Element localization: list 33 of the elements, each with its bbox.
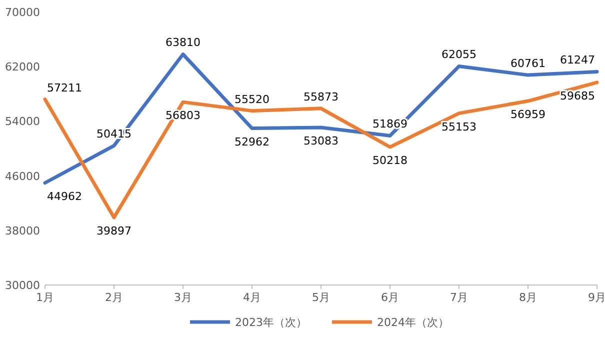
data-label: 44962 xyxy=(47,190,82,203)
legend-label: 2023年（次） xyxy=(235,316,307,329)
x-tick-label: 1月 xyxy=(36,291,54,304)
y-tick-label: 70000 xyxy=(5,6,40,19)
data-label: 63810 xyxy=(166,36,200,50)
x-tick-label: 5月 xyxy=(312,291,330,304)
data-label: 52962 xyxy=(234,135,270,148)
data-label: 57211 xyxy=(47,81,82,94)
data-label: 53083 xyxy=(304,134,338,148)
data-label: 61247 xyxy=(560,54,595,67)
legend-label: 2024年（次） xyxy=(377,316,449,329)
y-tick-label: 54000 xyxy=(5,115,40,128)
x-tick-label: 4月 xyxy=(243,291,261,304)
data-label: 50218 xyxy=(372,154,408,168)
data-label: 59685 xyxy=(560,89,595,102)
x-tick-label: 2月 xyxy=(105,291,123,304)
data-label: 62055 xyxy=(442,48,476,62)
x-tick-label: 3月 xyxy=(174,291,192,304)
y-tick-label: 38000 xyxy=(5,224,40,238)
data-label: 55520 xyxy=(234,92,270,106)
x-tick-label: 8月 xyxy=(519,291,537,304)
line-series xyxy=(43,80,599,220)
data-label: 39897 xyxy=(96,224,132,238)
data-label: 55873 xyxy=(304,90,338,104)
y-tick-label: 62000 xyxy=(5,60,40,74)
data-label: 60761 xyxy=(510,57,546,70)
y-tick-label: 46000 xyxy=(5,170,40,183)
x-tick-label: 7月 xyxy=(450,291,468,304)
y-tick-label: 30000 xyxy=(5,279,40,292)
x-tick-label: 9月 xyxy=(588,291,605,304)
data-label: 55153 xyxy=(442,120,476,134)
data-label: 56959 xyxy=(510,108,546,122)
x-tick-label: 6月 xyxy=(381,291,399,304)
